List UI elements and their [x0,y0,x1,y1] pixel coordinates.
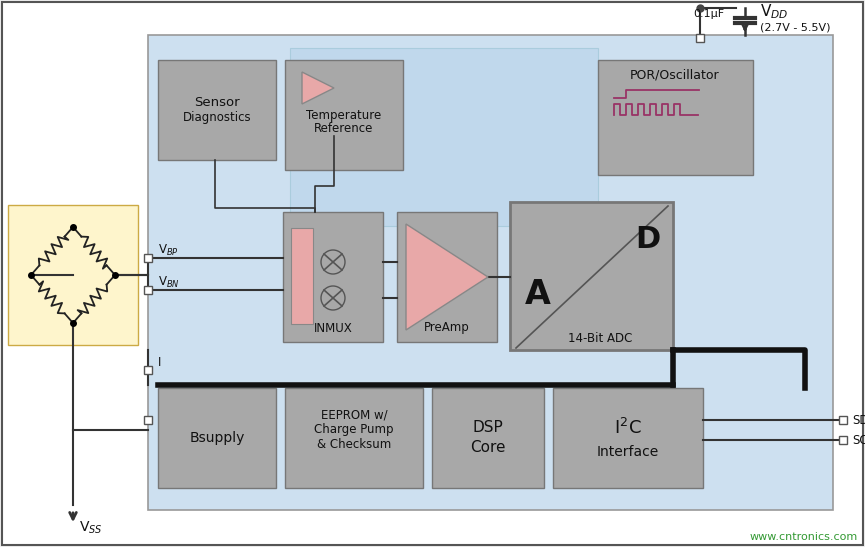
Text: EEPROM w/: EEPROM w/ [321,409,388,422]
Text: SDA: SDA [852,414,865,427]
Text: Bsupply: Bsupply [189,431,245,445]
Text: INMUX: INMUX [314,322,352,335]
Polygon shape [302,72,334,104]
Text: Core: Core [471,440,506,456]
Bar [291,228,313,324]
Text: Reference: Reference [314,121,374,135]
Bar [510,202,673,350]
Text: I: I [158,356,162,369]
Polygon shape [406,224,488,330]
Bar [283,212,383,342]
Bar [397,212,497,342]
Bar [158,388,276,488]
Bar [144,416,152,424]
Text: Interface: Interface [597,445,659,459]
Bar [144,286,152,294]
Text: & Checksum: & Checksum [317,439,391,451]
Bar [285,388,423,488]
Text: SCL: SCL [852,434,865,446]
Text: PreAmp: PreAmp [424,322,470,335]
Bar [285,60,403,170]
Text: A: A [525,278,551,311]
Bar [148,35,833,510]
Text: POR/Oscillator: POR/Oscillator [631,68,720,82]
Text: www.cntronics.com: www.cntronics.com [750,532,858,542]
Text: V$_{BP}$: V$_{BP}$ [158,242,179,258]
Text: Diagnostics: Diagnostics [183,112,252,125]
Text: Charge Pump: Charge Pump [314,423,394,437]
Text: Temperature: Temperature [306,108,381,121]
Text: I$^2$C: I$^2$C [614,418,642,438]
Text: 0.1μF: 0.1μF [693,9,724,19]
Text: V$_{BN}$: V$_{BN}$ [158,275,180,289]
Bar [839,436,847,444]
Bar [432,388,544,488]
Bar [553,388,703,488]
Bar [839,416,847,424]
Bar [290,48,598,226]
Bar [8,205,138,345]
Bar [598,60,753,175]
Bar [144,254,152,262]
Text: V$_{SS}$: V$_{SS}$ [79,520,103,536]
Text: 14-Bit ADC: 14-Bit ADC [567,331,632,345]
Text: V$_{DD}$: V$_{DD}$ [760,3,789,21]
Bar [158,60,276,160]
Bar [696,34,704,42]
Bar [144,366,152,374]
Text: D: D [636,225,661,254]
Text: (2.7V - 5.5V): (2.7V - 5.5V) [760,23,830,33]
Text: DSP: DSP [472,421,503,435]
Text: Sensor: Sensor [194,96,240,108]
